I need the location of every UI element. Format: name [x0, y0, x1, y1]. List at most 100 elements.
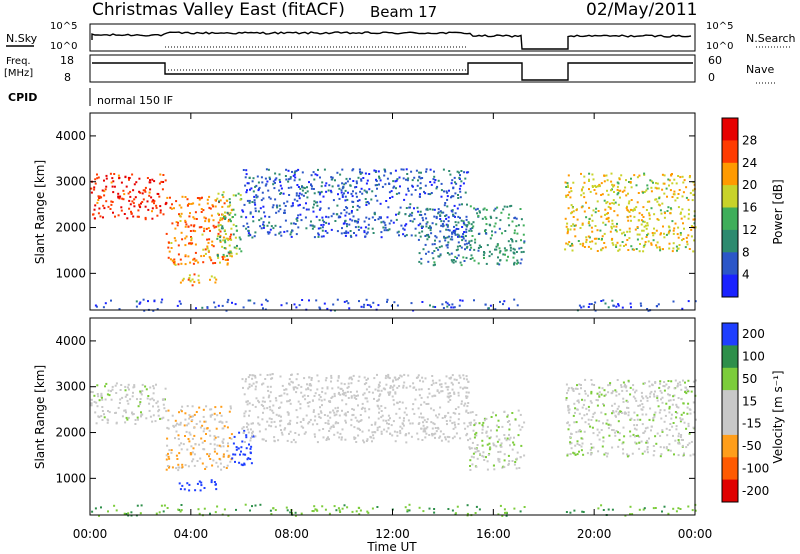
velocity-cell-1699 [571, 388, 574, 391]
velocity-cell-1540 [627, 407, 630, 409]
power-cell-1870 [613, 202, 615, 205]
power-cell-430 [228, 213, 231, 216]
velocity-cell-815 [307, 405, 310, 408]
velocity-cell-1024 [422, 430, 425, 433]
velocity-cell-3 [157, 405, 160, 408]
power-cell-110 [129, 190, 132, 193]
velocity-cell-674 [441, 390, 444, 393]
power-cell-1287 [515, 251, 518, 253]
power-cell-946 [312, 188, 315, 190]
power-cell-113 [118, 176, 121, 179]
power-cell-449 [239, 198, 242, 201]
power-cell-1639 [663, 192, 666, 195]
power-cell-1147 [295, 169, 298, 172]
velocity-cell-1626 [660, 453, 663, 456]
velocity-cell-1056 [329, 411, 331, 414]
velocity-cell-1402 [687, 379, 690, 382]
power-cell-824 [365, 232, 368, 235]
velocity-cell-1338 [606, 419, 609, 422]
velocity-cell-1178 [495, 414, 497, 417]
power-cell-1944 [214, 306, 217, 309]
power-cell-133 [130, 212, 133, 215]
power-cell-298 [201, 233, 204, 236]
velocity-cell-1003 [403, 411, 406, 414]
velocity-cell-1774 [311, 510, 314, 512]
velocity-cell-1097 [353, 438, 356, 440]
power-cell-944 [349, 218, 352, 221]
power-cell-197 [190, 202, 193, 205]
power-cell-907 [294, 223, 297, 225]
power-cell-877 [338, 197, 341, 200]
power-cell-1684 [621, 232, 623, 235]
power-cell-910 [371, 190, 374, 193]
velocity-cell-1033 [294, 441, 297, 444]
power-cell-1947 [366, 304, 369, 306]
power-cell-675 [304, 192, 307, 194]
power-cell-1960 [143, 309, 146, 312]
velocity-cell-585 [396, 434, 399, 437]
velocity-cell-887 [405, 386, 408, 389]
power-cell-343 [217, 232, 220, 235]
velocity-cell-1146 [500, 445, 503, 448]
velocity-cell-1853 [451, 509, 454, 512]
power-cell-472 [444, 202, 447, 204]
velocity-cell-180 [174, 437, 176, 440]
velocity-cell-1205 [499, 450, 502, 453]
power-cell-734 [459, 174, 461, 177]
power-cell-626 [321, 226, 324, 229]
velocity-cell-610 [329, 416, 332, 419]
velocity-cell-880 [391, 395, 394, 398]
power-cell-275 [219, 234, 222, 237]
velocity-cell-527 [289, 430, 292, 433]
power-cell-291 [173, 258, 176, 261]
power-cell-1868 [641, 229, 644, 232]
velocity-cell-879 [318, 429, 321, 432]
velocity-cell-903 [357, 379, 360, 382]
power-cell-1901 [152, 309, 155, 312]
power-cell-1055 [269, 197, 272, 200]
power-cell-1604 [616, 222, 618, 225]
velocity-cell-1126 [469, 447, 471, 450]
power-cell-843 [458, 176, 461, 179]
power-cell-1097 [389, 197, 391, 199]
power-cell-406 [223, 239, 226, 242]
power-cell-1292 [478, 244, 481, 247]
velocity-cell-440 [452, 411, 455, 414]
power-cell-838 [349, 234, 352, 237]
power-cell-1770 [682, 222, 684, 225]
power-cell-358 [219, 261, 221, 264]
velocity-cell-856 [465, 378, 468, 381]
velocity-cell-1640 [675, 403, 678, 406]
power-cell-1194 [434, 235, 437, 238]
power-cell-1953 [179, 302, 182, 305]
power-cell-1077 [382, 226, 385, 229]
power-cell-845 [402, 177, 405, 180]
velocity-cell-662 [318, 394, 321, 396]
power-cell-1054 [256, 195, 259, 198]
velocity-cell-1465 [598, 394, 600, 397]
velocity-cell-1238 [503, 466, 506, 469]
velocity-cell-1147 [518, 467, 521, 469]
velocity-cell-977 [404, 433, 407, 436]
power-cell-1761 [601, 247, 604, 250]
power-cell-938 [271, 206, 274, 209]
power-cell-1741 [656, 200, 659, 203]
x-tick-label-5: 20:00 [577, 527, 612, 541]
power-cell-1089 [260, 227, 263, 230]
power-cell-723 [317, 191, 320, 194]
velocity-cell-1741 [127, 512, 130, 515]
power-cell-978 [253, 201, 256, 204]
velocity-cell-427 [389, 385, 392, 388]
velocity-cell-1203 [469, 424, 472, 426]
velocity-cell-1421 [679, 420, 682, 423]
velocity-cell-1847 [454, 512, 457, 515]
power-cell-906 [264, 184, 267, 187]
power-cell-436 [232, 208, 235, 211]
power-cell-1520 [692, 250, 695, 253]
power-cell-1210 [439, 254, 442, 257]
velocity-cell-599 [359, 428, 361, 431]
y-tick-label-1: 2000 [55, 426, 86, 440]
power-cell-730 [249, 212, 252, 215]
velocity-cell-888 [421, 376, 424, 379]
velocity-cell-1043 [247, 376, 250, 379]
